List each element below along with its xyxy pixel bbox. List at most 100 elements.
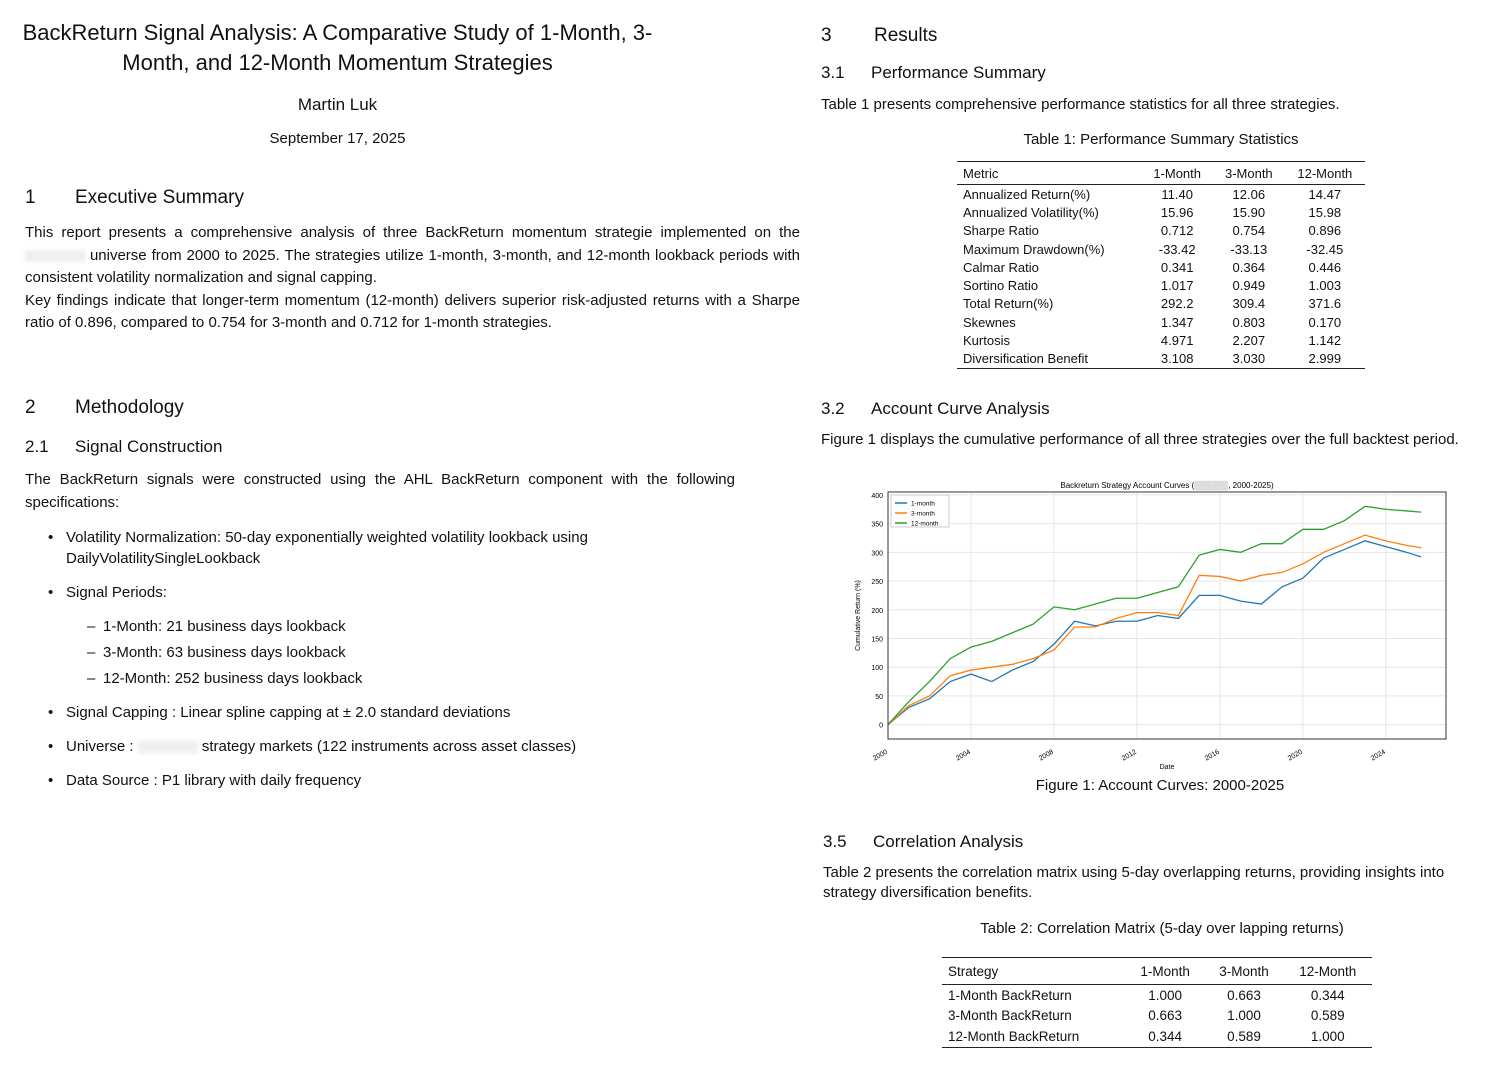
figure-intro: Figure 1 displays the cumulative perform… [821, 431, 1459, 448]
table-cell: 0.663 [1148, 1008, 1183, 1024]
subsection-2-1-heading: 2.1 Signal Construction [25, 437, 222, 457]
table-cell: 2.207 [1232, 333, 1266, 349]
table-cell: 15.96 [1160, 204, 1194, 220]
table-cell: 14.47 [1308, 186, 1342, 202]
column-header: 3-Month [1224, 165, 1273, 181]
figure-caption: Figure 1: Account Curves: 2000-2025 [1035, 777, 1285, 794]
table-cell: 0.754 [1232, 223, 1266, 239]
table-cell: 15.98 [1308, 204, 1342, 220]
table-cell: 11.40 [1161, 186, 1193, 202]
table-cell: 1.000 [1227, 1008, 1261, 1024]
table-cell: 1-Month BackReturn [948, 987, 1072, 1003]
table-cell: 0.712 [1160, 223, 1194, 239]
text: Universe : [66, 738, 134, 755]
legend-label: 1-month [911, 501, 935, 508]
table-cell: 3.030 [1232, 351, 1266, 367]
table-cell: 0.344 [1148, 1028, 1183, 1044]
legend-label: 3-month [911, 511, 935, 518]
y-tick-label: 200 [871, 608, 883, 615]
text: strategy markets (122 instruments across… [201, 738, 577, 755]
table-row: Annualized Volatility(%) 15.96 15.90 15.98 [957, 203, 1365, 221]
section-title: Correlation Analysis [873, 832, 1024, 851]
section-number: 3.5 [823, 832, 847, 851]
table-row: Annualized Return(%) 11.40 12.06 14.47 [957, 185, 1365, 204]
account-curve-chart: 0 50 100 150 200 250 300 350 400 2000 2004 2008 2012… [855, 480, 1447, 771]
y-tick-label: 250 [871, 579, 883, 586]
summary-paragraph: This report presents a comprehensive ana… [25, 222, 800, 335]
table-cell: 12.06 [1232, 186, 1266, 202]
table-cell: 12-Month BackReturn [948, 1028, 1080, 1044]
section-number: 1 [25, 187, 36, 208]
text: Key findings indicate that longer-term m… [25, 291, 800, 332]
redacted-text [25, 249, 85, 262]
table-row: Sortino Ratio 1.017 0.949 1.003 [957, 276, 1365, 294]
table-cell: 0.344 [1310, 987, 1345, 1003]
table2-intro: Table 2 presents the correlation matrix … [823, 864, 1445, 901]
table-cell: 292.2 [1160, 296, 1194, 312]
table1-intro: Table 1 presents comprehensive performan… [821, 96, 1340, 113]
series-line-3-month [887, 534, 1422, 726]
redacted-text [137, 741, 198, 754]
section-3-heading: 3 Results [821, 25, 937, 47]
table-cell: Calmar Ratio [963, 259, 1039, 275]
x-axis-label: Date [1160, 764, 1175, 771]
bullet-universe: Universe : strategy markets (122 instrum… [48, 736, 577, 757]
table-cell: 1.003 [1308, 278, 1342, 294]
table-cell: 0.949 [1232, 278, 1266, 294]
table-cell: Annualized Return(%) [963, 186, 1091, 202]
table-row: 12-Month BackReturn 0.344 0.589 1.000 [942, 1026, 1372, 1047]
table-cell: Diversification Benefit [963, 351, 1088, 367]
table-cell: 15.90 [1232, 204, 1266, 220]
table-cell: Total Return(%) [963, 296, 1054, 312]
section-title: Results [874, 25, 938, 46]
period-3m: 3-Month: 63 business days lookback [87, 642, 346, 663]
table-cell: 309.4 [1232, 296, 1266, 312]
author: Martin Luk [297, 95, 378, 114]
table-cell: 0.446 [1308, 259, 1342, 275]
bullet-capping: Signal Capping : Linear spline capping a… [48, 702, 510, 723]
table-cell: 1.000 [1148, 987, 1183, 1003]
section-title: Executive Summary [75, 187, 244, 208]
table-cell: 4.971 [1160, 333, 1194, 349]
subsection-3-1-heading: 3.1 Performance Summary [821, 63, 1046, 83]
chart-title: Backreturn Strategy Account Curves (████… [1060, 480, 1274, 491]
table-row: Sharpe Ratio 0.712 0.754 0.896 [957, 222, 1365, 240]
table-cell: 2.999 [1308, 351, 1342, 367]
y-tick-label: 100 [871, 665, 883, 672]
x-tick-label: 2016 [1204, 749, 1221, 763]
y-tick-label: 400 [871, 493, 883, 500]
series-line-12-month [887, 505, 1422, 726]
y-tick-label: 0 [879, 723, 883, 730]
table2-caption: Table 2: Correlation Matrix (5-day over … [980, 920, 1344, 937]
section-title: Performance Summary [871, 63, 1046, 82]
section-number: 3.2 [821, 399, 845, 418]
subsection-3-2-heading: 3.2 Account Curve Analysis [821, 399, 1050, 419]
table-row: Kurtosis 4.971 2.207 1.142 [957, 331, 1365, 349]
section-number: 2.1 [25, 437, 49, 456]
column-header: 1-Month [1140, 963, 1190, 979]
y-tick-label: 50 [875, 694, 883, 701]
x-tick-label: 2020 [1287, 749, 1304, 763]
text: universe from 2000 to 2025. The strategi… [25, 246, 800, 287]
section-title: Methodology [75, 397, 184, 418]
table-cell: -33.13 [1230, 241, 1268, 257]
y-tick-label: 150 [871, 636, 883, 643]
table-cell: 1.347 [1160, 314, 1194, 330]
plot-frame [887, 491, 1447, 740]
table-cell: Sharpe Ratio [963, 223, 1039, 239]
table-cell: 0.803 [1232, 314, 1266, 330]
period-12m: 12-Month: 252 business days lookback [87, 668, 362, 689]
y-tick-label: 300 [871, 550, 883, 557]
table-cell: Kurtosis [963, 333, 1010, 349]
table-row: 1-Month BackReturn 1.000 0.663 0.344 [942, 985, 1372, 1006]
table-cell: 1.000 [1310, 1028, 1345, 1044]
x-tick-label: 2024 [1370, 749, 1387, 763]
table-cell: 371.6 [1308, 296, 1342, 312]
correlation-table: Strategy 1-Month 3-Month 12-Month 1-Month Ba… [942, 957, 1372, 1048]
table-row: Diversification Benefit 3.108 3.030 2.999 [957, 350, 1365, 369]
x-tick-label: 2008 [1038, 749, 1055, 763]
table-cell: 3-Month BackReturn [948, 1008, 1072, 1024]
table-cell: 0.364 [1232, 259, 1266, 275]
x-tick-label: 2012 [1121, 749, 1138, 763]
section-1-heading: 1 Executive Summary [25, 187, 244, 209]
